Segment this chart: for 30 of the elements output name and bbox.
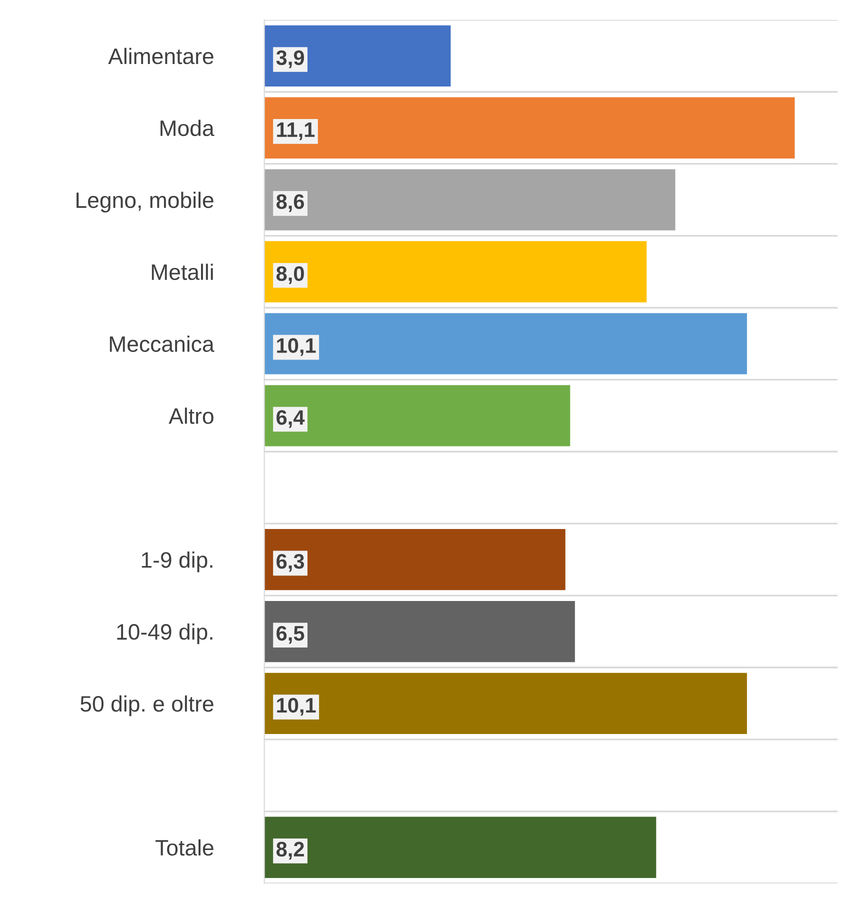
data-label: 3,9 [276,50,304,68]
data-label: 6,5 [276,626,304,644]
data-label: 6,4 [276,410,305,428]
data-label: 8,2 [276,842,304,860]
data-label: 6,3 [276,554,304,572]
bar [264,241,647,302]
y-tick-label: Moda [160,120,214,136]
y-tick-label: Alimentare [108,48,214,64]
data-label: 10,1 [277,698,316,716]
bar [264,816,656,878]
bar [264,600,575,662]
y-tick-label: 50 dip. e oltre [80,695,214,716]
bar [264,169,676,230]
bar [264,385,570,446]
y-tick-label: 1-9 dip. [142,552,212,572]
y-tick-label: Totale [156,839,214,856]
y-tick-label: Meccanica [110,336,214,352]
data-label: 11,1 [277,122,315,140]
y-tick-label: Legno, mobile [76,192,214,212]
data-label: 10,1 [277,338,316,356]
bar [264,672,747,734]
bar [264,528,566,590]
y-tick-label: Metalli [152,264,213,280]
bar [264,25,451,86]
bar [264,97,795,158]
y-tick-label: Altro [168,408,214,424]
data-label: 8,6 [276,194,304,212]
y-tick-label: 10-49 dip. [117,623,212,644]
bar [264,313,747,374]
data-label: 8,0 [276,266,304,284]
